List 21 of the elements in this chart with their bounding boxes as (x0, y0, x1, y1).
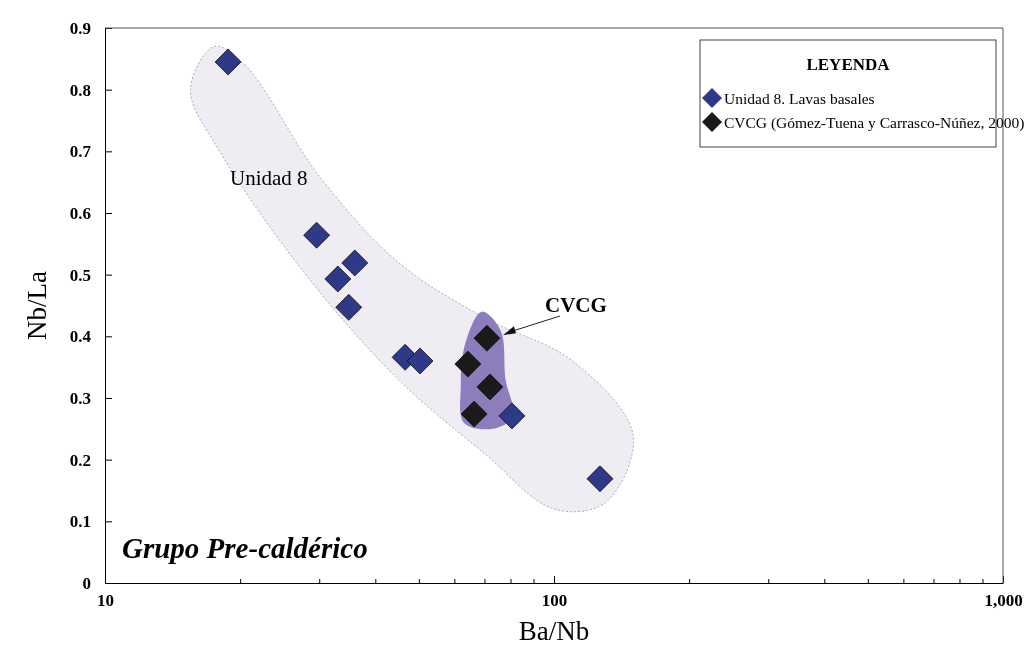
annotation: Unidad 8 (230, 166, 308, 190)
x-tick-label: 100 (541, 591, 568, 611)
y-tick-label: 0.6 (69, 203, 91, 223)
y-tick-label: 0.3 (69, 388, 91, 408)
y-axis-title: Nb/La (22, 271, 52, 340)
y-tick-label: 0.9 (69, 18, 91, 38)
legend-label: CVCG (Gómez-Tuena y Carrasco-Núñez, 2000) (724, 114, 1025, 132)
annotation: CVCG (545, 293, 607, 317)
x-axis-title: Ba/Nb (518, 616, 590, 646)
y-tick-label: 0.8 (69, 80, 91, 100)
legend-title: LEYENDA (806, 55, 891, 74)
x-tick-label: 1,000 (984, 591, 1023, 611)
x-tick-label: 10 (97, 591, 114, 611)
annotation: Grupo Pre-caldérico (122, 532, 368, 564)
y-tick-label: 0.7 (69, 142, 92, 162)
y-tick-label: 0.4 (69, 327, 92, 347)
y-tick-label: 0 (82, 573, 91, 593)
legend-label: Unidad 8. Lavas basales (724, 90, 875, 107)
y-tick-label: 0.2 (69, 450, 91, 470)
y-tick-label: 0.1 (69, 512, 91, 532)
y-tick-label: 0.5 (69, 265, 91, 285)
